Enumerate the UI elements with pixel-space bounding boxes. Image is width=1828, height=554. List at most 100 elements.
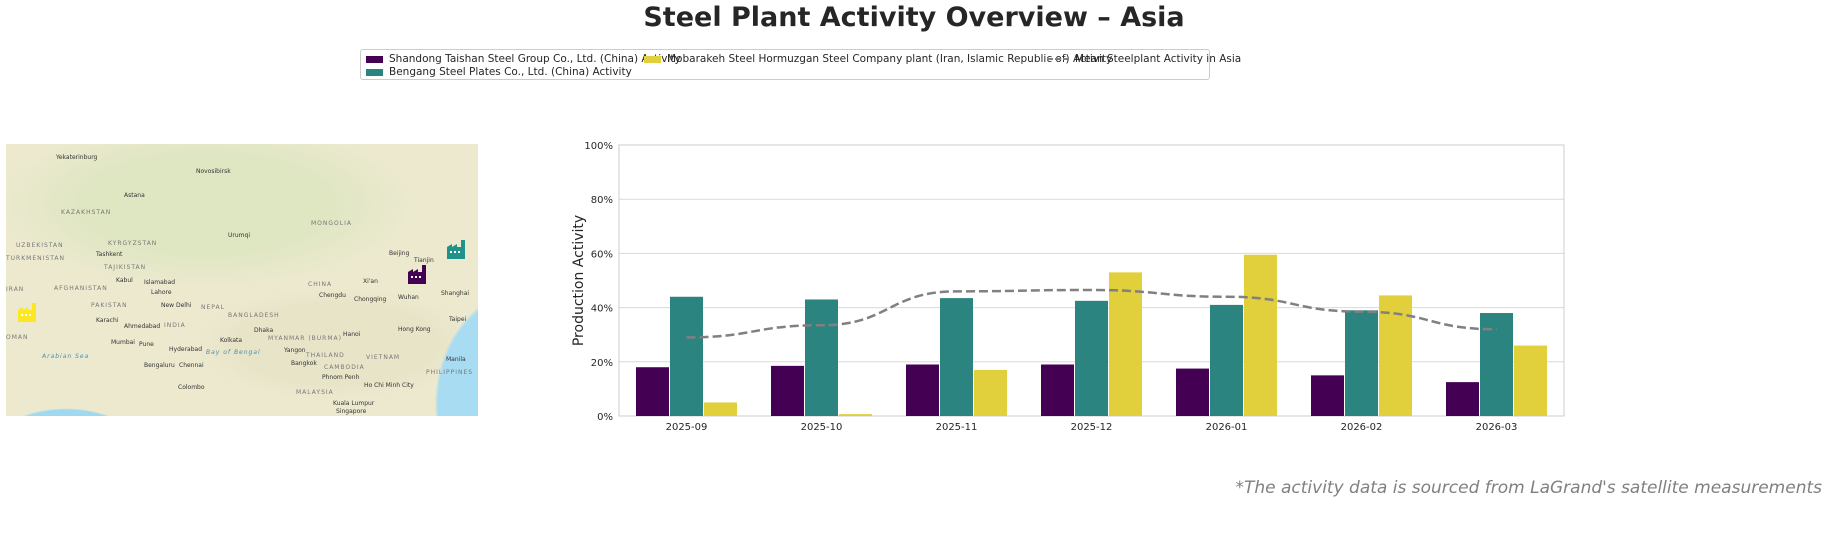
- y-tick-label: 40%: [591, 304, 613, 315]
- legend-label: Mean Steelplant Activity in Asia: [1075, 53, 1242, 65]
- plant-marker-factory-icon[interactable]: [408, 264, 428, 288]
- map-city-label: Chennai: [179, 362, 204, 369]
- map-city-label: Xi'an: [363, 278, 378, 285]
- plant-marker-factory-icon[interactable]: [447, 239, 467, 263]
- x-tick-label: 2025-12: [1071, 422, 1113, 433]
- map-country-label: MYANMAR (BURMA): [268, 335, 342, 342]
- map-city-label: Manila: [446, 356, 466, 363]
- map-country-label: PHILIPPINES: [426, 369, 474, 376]
- bar-2026-01-series-2: [1244, 254, 1277, 416]
- map-city-label: Urumqi: [228, 232, 250, 239]
- x-tick-label: 2025-10: [801, 422, 843, 433]
- bar-2026-03-series-0: [1446, 382, 1479, 416]
- bar-2026-02-series-0: [1311, 375, 1344, 416]
- legend-label: Bengang Steel Plates Co., Ltd. (China) A…: [389, 66, 632, 78]
- bar-2025-10-series-1: [805, 299, 838, 416]
- bar-2025-09-series-2: [704, 402, 737, 416]
- page-title: Steel Plant Activity Overview – Asia: [643, 2, 1185, 33]
- map-country-label: TURKMENISTAN: [6, 255, 65, 262]
- map-country-label: MONGOLIA: [311, 220, 352, 227]
- map-city-label: Yekaterinburg: [56, 154, 98, 161]
- map-city-label: Beijing: [389, 250, 410, 257]
- bar-2026-03-series-2: [1514, 345, 1547, 416]
- bar-2025-11-series-1: [940, 298, 973, 416]
- bar-2025-10-series-2: [839, 414, 872, 416]
- map-city-label: Colombo: [178, 384, 205, 391]
- map-city-label: Phnom Penh: [322, 374, 360, 381]
- map-sea-label: Bay of Bengal: [206, 349, 261, 356]
- bar-2025-10-series-0: [771, 365, 804, 416]
- bar-2025-11-series-0: [906, 364, 939, 416]
- map-country-label: CHINA: [308, 281, 333, 288]
- map-city-label: Karachi: [96, 317, 119, 324]
- map-city-label: Bengaluru: [144, 362, 175, 369]
- x-tick-label: 2026-01: [1206, 422, 1248, 433]
- map-city-label: Lahore: [151, 289, 172, 296]
- map-country-label: CAMBODIA: [324, 364, 365, 371]
- map-city-label: Taipei: [449, 316, 467, 323]
- map-city-label: Islamabad: [144, 279, 176, 286]
- legend-label: Mobarakeh Steel Hormuzgan Steel Company …: [667, 53, 1113, 65]
- map-city-label: Wuhan: [398, 294, 419, 301]
- map-city-label: Chongqing: [354, 296, 387, 303]
- x-tick-label: 2026-03: [1476, 422, 1518, 433]
- legend-item: Shandong Taishan Steel Group Co., Ltd. (…: [366, 53, 681, 65]
- legend-swatch: [366, 55, 383, 63]
- legend-swatch: [1047, 58, 1069, 60]
- bar-2025-09-series-0: [636, 367, 669, 416]
- x-tick-label: 2026-02: [1341, 422, 1383, 433]
- map-country-label: IRAN: [6, 286, 25, 293]
- map-city-label: Mumbai: [111, 339, 135, 346]
- map-city-label: Shanghai: [441, 290, 470, 297]
- bar-2026-01-series-0: [1176, 368, 1209, 416]
- bar-2025-09-series-1: [670, 296, 703, 416]
- bar-2026-02-series-2: [1379, 295, 1412, 416]
- map-country-label: BANGLADESH: [228, 312, 280, 319]
- map-city-label: Hong Kong: [398, 326, 431, 333]
- map-country-label: KYRGYZSTAN: [108, 240, 158, 247]
- map-city-label: Kolkata: [220, 337, 243, 344]
- map-country-label: PAKISTAN: [91, 302, 128, 309]
- plant-marker-factory-icon[interactable]: [18, 302, 38, 326]
- footnote: *The activity data is sourced from LaGra…: [1235, 478, 1822, 498]
- map-city-label: Dhaka: [254, 327, 274, 334]
- map-country-label: OMAN: [6, 334, 29, 341]
- legend-item: Mean Steelplant Activity in Asia: [1047, 53, 1241, 65]
- map-country-label: KAZAKHSTAN: [61, 209, 112, 216]
- map-city-label: Hanoi: [343, 331, 361, 338]
- map-city-label: Yangon: [284, 347, 306, 354]
- map-city-label: Pune: [139, 341, 154, 348]
- y-tick-label: 60%: [591, 249, 613, 260]
- y-tick-label: 100%: [584, 141, 613, 152]
- bar-2025-11-series-2: [974, 369, 1007, 416]
- map-country-label: AFGHANISTAN: [54, 285, 108, 292]
- map-city-label: Chengdu: [319, 292, 346, 299]
- bar-2026-01-series-1: [1210, 304, 1243, 416]
- map-city-label: Singapore: [336, 408, 367, 415]
- bar-2025-12-series-0: [1041, 364, 1074, 416]
- map-city-label: New Delhi: [161, 302, 192, 309]
- map-country-label: UZBEKISTAN: [16, 242, 64, 249]
- map-city-label: Novosibirsk: [196, 168, 231, 175]
- bar-2025-12-series-1: [1075, 300, 1108, 416]
- map-city-label: Kuala Lumpur: [333, 400, 375, 407]
- map-sea-label: Arabian Sea: [42, 353, 90, 360]
- bar-2025-12-series-2: [1109, 272, 1142, 416]
- legend-swatch: [366, 68, 383, 76]
- y-axis-label: Production Activity: [571, 215, 587, 346]
- map-city-label: Tashkent: [96, 251, 123, 258]
- map-country-label: THAILAND: [306, 352, 345, 359]
- y-tick-label: 20%: [591, 358, 613, 369]
- bar-2026-02-series-1: [1345, 310, 1378, 416]
- map-city-label: Tianjin: [414, 257, 434, 264]
- map-city-label: Bangkok: [291, 360, 317, 367]
- map-country-label: MALAYSIA: [296, 389, 334, 396]
- map-country-label: TAJIKISTAN: [104, 264, 147, 271]
- y-tick-label: 80%: [591, 195, 613, 206]
- legend-item: Mobarakeh Steel Hormuzgan Steel Company …: [644, 53, 1112, 65]
- map-country-label: NEPAL: [201, 304, 225, 311]
- x-tick-label: 2025-11: [936, 422, 978, 433]
- map-country-label: VIETNAM: [366, 354, 401, 361]
- y-tick-label: 0%: [597, 412, 613, 423]
